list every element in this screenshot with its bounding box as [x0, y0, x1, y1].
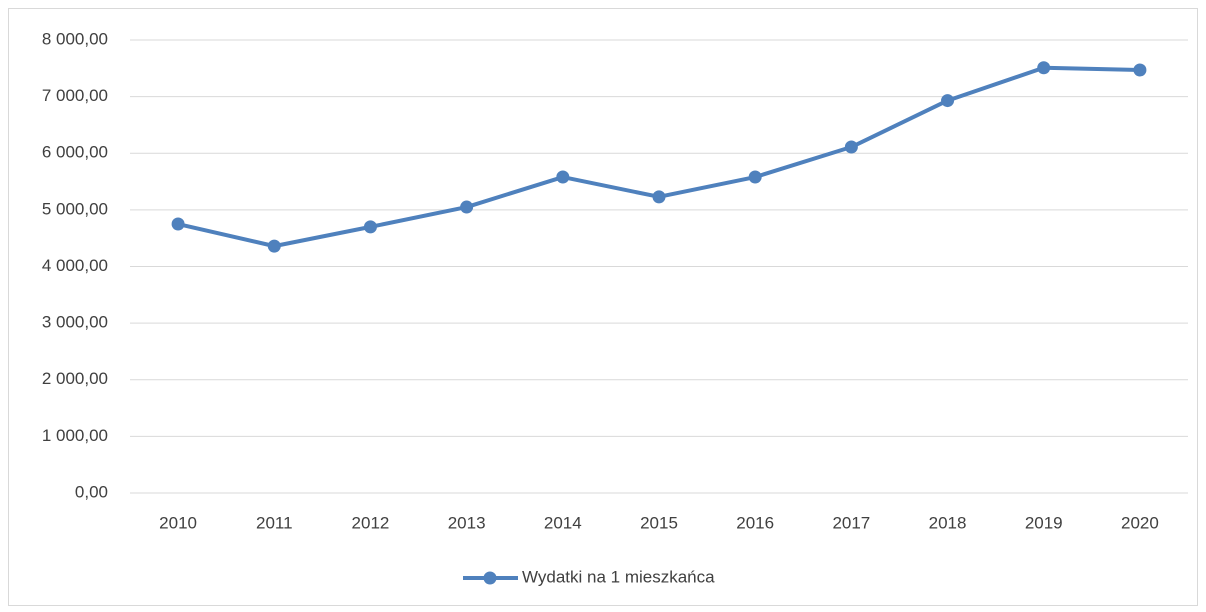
data-point — [171, 217, 185, 231]
y-tick-label: 1 000,00 — [42, 426, 108, 445]
x-tick-label: 2014 — [544, 513, 582, 532]
x-tick-label: 2013 — [448, 513, 486, 532]
x-tick-label: 2016 — [736, 513, 774, 532]
x-tick-label: 2011 — [256, 513, 293, 532]
data-line — [177, 65, 1140, 249]
x-tick-label: 2017 — [832, 513, 870, 532]
y-tick-label: 5 000,00 — [42, 199, 108, 218]
y-tick-label: 2 000,00 — [42, 369, 108, 388]
legend-marker — [483, 571, 497, 585]
data-point — [556, 170, 570, 184]
y-tick-label: 6 000,00 — [42, 143, 108, 162]
data-point — [267, 239, 281, 253]
x-tick-label: 2018 — [929, 513, 967, 532]
data-point — [941, 94, 955, 108]
chart-frame — [8, 8, 1198, 606]
y-tick-label: 4 000,00 — [42, 256, 108, 275]
y-tick-label: 3 000,00 — [42, 313, 108, 332]
y-tick-label: 0,00 — [75, 482, 108, 501]
y-tick-label: 8 000,00 — [42, 29, 108, 48]
x-tick-label: 2015 — [640, 513, 678, 532]
x-tick-label: 2010 — [159, 513, 197, 532]
x-tick-label: 2012 — [352, 513, 390, 532]
x-tick-label: 2019 — [1025, 513, 1063, 532]
data-point — [1037, 61, 1051, 75]
data-point — [1133, 63, 1147, 77]
data-point — [363, 220, 377, 234]
data-point — [844, 140, 858, 154]
data-point — [652, 190, 666, 204]
x-tick-label: 2020 — [1121, 513, 1159, 532]
data-point — [748, 170, 762, 184]
legend-label: Wydatki na 1 mieszkańca — [522, 567, 715, 586]
y-tick-label: 7 000,00 — [42, 86, 108, 105]
data-point — [460, 200, 474, 214]
